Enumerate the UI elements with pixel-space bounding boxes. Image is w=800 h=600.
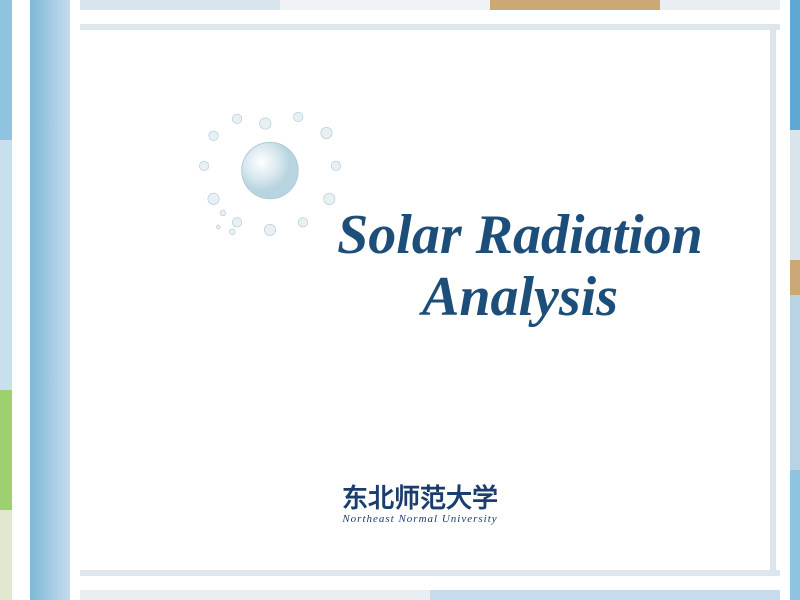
border-segment xyxy=(0,0,12,140)
logo-chinese-text: 东北师范大学 xyxy=(80,478,760,515)
border-segment xyxy=(280,0,490,10)
border-segment xyxy=(80,590,430,600)
border-segment xyxy=(80,10,780,24)
border-segment xyxy=(0,510,12,600)
border-segment xyxy=(80,576,780,590)
border-segment xyxy=(430,590,780,600)
border-segment xyxy=(790,470,800,600)
border-segment xyxy=(490,0,660,10)
border-segment xyxy=(790,0,800,130)
border-segment xyxy=(0,140,12,390)
border-segment xyxy=(80,0,280,10)
border-segment xyxy=(12,0,30,600)
slide-title: Solar Radiation Analysis xyxy=(240,205,800,328)
logo-english-text: Northeast Normal University xyxy=(80,513,760,525)
border-segment xyxy=(660,0,780,10)
border-segment xyxy=(80,24,780,30)
border-segment xyxy=(0,390,12,510)
university-logo: 东北师范大学 Northeast Normal University xyxy=(80,478,760,525)
slide-content-area: Solar Radiation Analysis 东北师范大学 Northeas… xyxy=(80,40,760,560)
border-segment xyxy=(30,0,70,600)
